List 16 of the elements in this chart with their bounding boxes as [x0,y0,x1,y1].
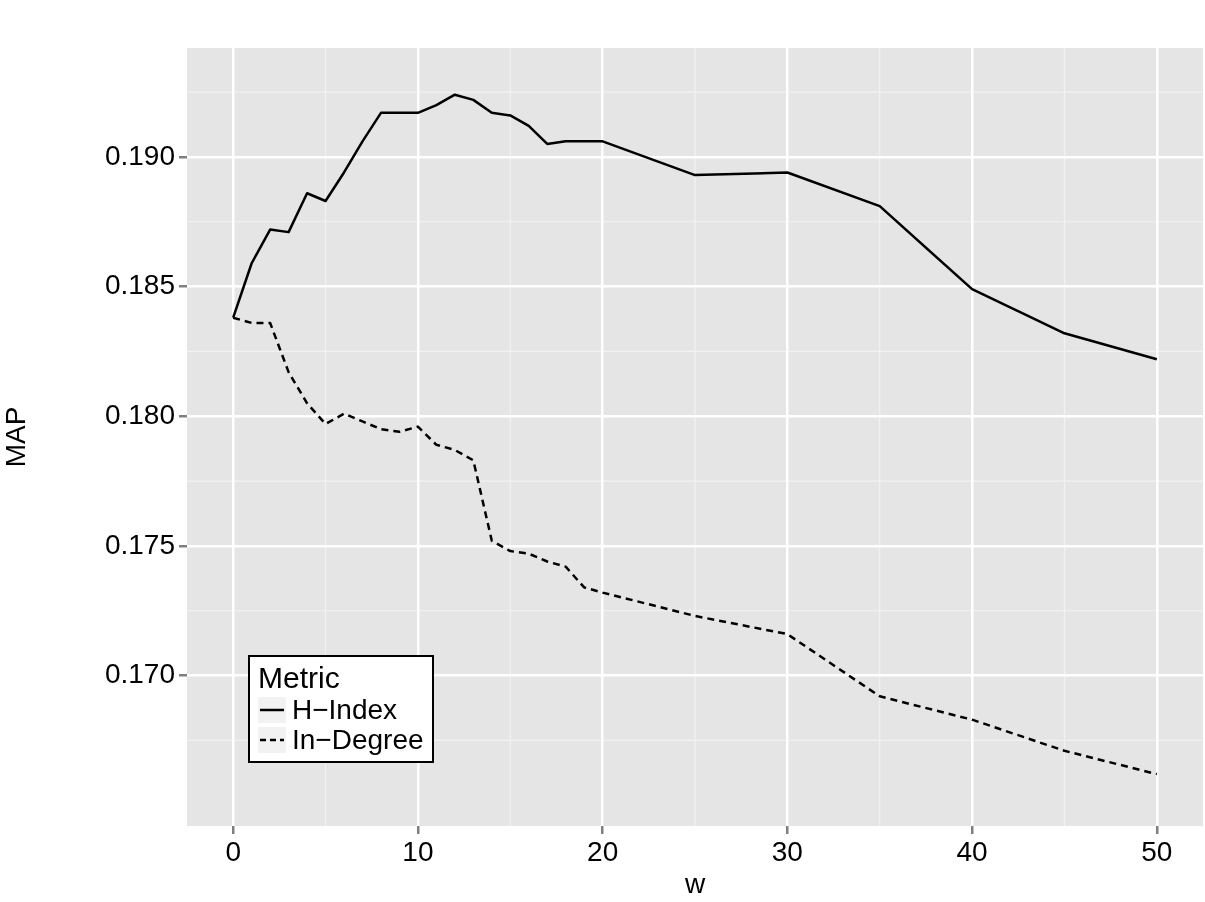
x-axis-title: w [683,867,706,899]
x-tick-label: 20 [587,835,619,867]
y-axis-title: MAP [0,406,31,468]
y-tick-label: 0.175 [104,528,175,560]
y-tick-label: 0.170 [104,658,175,690]
x-tick-label: 10 [402,835,434,867]
y-tick-label: 0.185 [104,269,175,301]
x-tick-label: 40 [956,835,988,867]
x-tick-label: 50 [1141,835,1173,867]
legend-title: Metric [258,661,341,695]
x-tick-label: 30 [771,835,803,867]
y-tick-label: 0.190 [104,139,175,171]
y-tick-label: 0.180 [104,398,175,430]
legend-label: In−Degree [292,724,424,755]
legend-label: H−Index [292,694,398,725]
x-tick-label: 0 [225,835,241,867]
